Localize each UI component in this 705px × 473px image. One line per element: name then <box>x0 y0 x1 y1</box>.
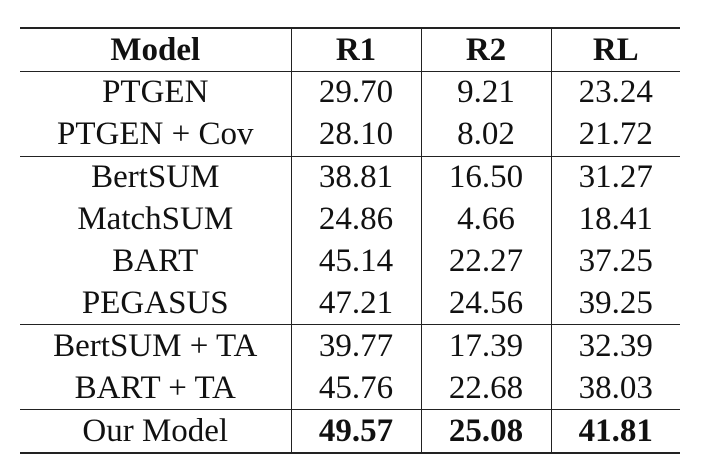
r2-cell: 4.66 <box>420 198 551 241</box>
model-cell: BART + TA <box>74 369 236 406</box>
r1-cell: 39.77 <box>290 324 421 368</box>
r2-cell: 9.21 <box>420 71 551 114</box>
header-row: Model R1 R2 RL <box>20 28 680 72</box>
rl-cell: 32.39 <box>550 324 680 368</box>
table-row: BertSUM 38.81 16.50 31.27 <box>20 156 680 199</box>
table-row: MatchSUM 24.86 4.66 18.41 <box>20 198 680 241</box>
model-cell: MatchSUM <box>77 201 234 238</box>
model-cell: Our Model <box>82 412 229 449</box>
r1-cell: 47.21 <box>290 282 421 325</box>
table-body: PTGEN 29.70 9.21 23.24 PTGEN + Cov 28.10… <box>20 71 680 454</box>
rl-cell: 38.03 <box>550 367 680 410</box>
table-row: BertSUM + TA 39.77 17.39 32.39 <box>20 324 680 368</box>
model-cell: PEGASUS <box>81 284 229 321</box>
rl-cell: 23.24 <box>550 71 680 114</box>
model-cell: PTGEN + Cov <box>57 116 254 153</box>
r2-cell: 16.50 <box>420 156 551 199</box>
r2-cell: 17.39 <box>420 324 551 368</box>
header-model: Model <box>110 31 201 68</box>
model-cell: BertSUM + TA <box>53 327 258 364</box>
r2-cell: 24.56 <box>420 282 551 325</box>
rl-cell: 18.41 <box>550 198 680 241</box>
table-row: Our Model 49.57 25.08 41.81 <box>20 409 680 454</box>
r1-cell: 28.10 <box>290 113 421 157</box>
r1-cell: 38.81 <box>290 156 421 199</box>
rl-cell: 31.27 <box>550 156 680 199</box>
rl-cell: 21.72 <box>550 113 680 157</box>
table-row: BART 45.14 22.27 37.25 <box>20 240 680 283</box>
model-cell: PTGEN <box>102 74 209 111</box>
r2-cell: 8.02 <box>420 113 551 157</box>
header-r1: R1 <box>290 28 421 72</box>
results-table: Model R1 R2 RL PTGEN 29.70 9.21 23.24 PT… <box>20 27 680 454</box>
header-r2: R2 <box>420 28 551 72</box>
header-rl: RL <box>550 28 680 72</box>
table-header: Model R1 R2 RL <box>20 28 680 72</box>
rl-cell-best: 41.81 <box>550 409 680 454</box>
model-cell: BART <box>112 243 199 279</box>
r1-cell: 45.76 <box>290 367 421 410</box>
r1-cell: 45.14 <box>290 240 421 283</box>
r2-cell-best: 25.08 <box>420 409 551 454</box>
table-row: PTGEN 29.70 9.21 23.24 <box>20 71 680 114</box>
rl-cell: 37.25 <box>550 240 680 283</box>
rl-cell: 39.25 <box>550 282 680 325</box>
table-row: PTGEN + Cov 28.10 8.02 21.72 <box>20 113 680 157</box>
r1-cell: 24.86 <box>290 198 421 241</box>
r1-cell-best: 49.57 <box>290 409 421 454</box>
model-cell: BertSUM <box>91 159 220 196</box>
r2-cell: 22.68 <box>420 367 551 410</box>
r1-cell: 29.70 <box>290 71 421 114</box>
table-row: BART + TA 45.76 22.68 38.03 <box>20 367 680 410</box>
r2-cell: 22.27 <box>420 240 551 283</box>
table-row: PEGASUS 47.21 24.56 39.25 <box>20 282 680 325</box>
